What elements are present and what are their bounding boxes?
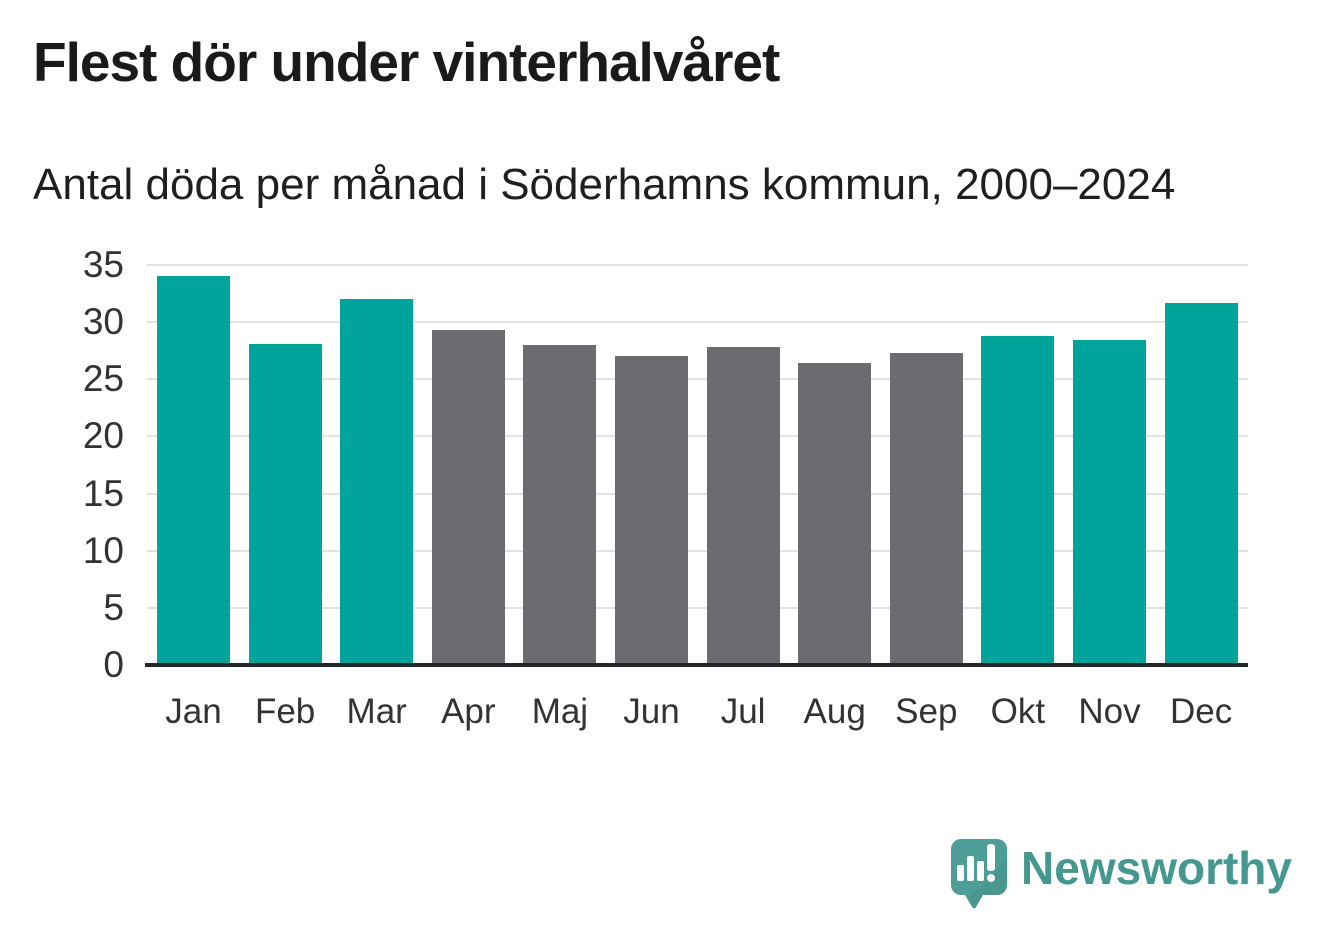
y-axis-label-25: 25 bbox=[82, 358, 124, 400]
x-axis-label-aug: Aug bbox=[803, 692, 866, 731]
x-axis-label-maj: Maj bbox=[531, 692, 589, 731]
y-axis-label-15: 15 bbox=[82, 472, 124, 514]
bar-aug bbox=[798, 363, 872, 665]
bar-apr bbox=[431, 330, 505, 665]
x-axis-label-okt: Okt bbox=[990, 692, 1046, 731]
gridline-5 bbox=[147, 606, 1248, 609]
logo-bar-small bbox=[957, 865, 965, 881]
x-axis-line bbox=[145, 663, 1248, 667]
x-axis-label-jun: Jun bbox=[623, 692, 680, 731]
x-axis-label-sep: Sep bbox=[895, 692, 958, 731]
gridline-20 bbox=[147, 435, 1248, 438]
y-axis-label-30: 30 bbox=[82, 301, 124, 343]
logo-bar-medium bbox=[977, 861, 985, 881]
gridline-15 bbox=[147, 492, 1248, 495]
gridline-25 bbox=[147, 378, 1248, 381]
brand-name: Newsworthy bbox=[1021, 842, 1292, 894]
bar-dec bbox=[1164, 302, 1238, 665]
y-axis-label-10: 10 bbox=[82, 529, 124, 571]
gridline-35 bbox=[147, 264, 1248, 266]
newsworthy-logo-icon bbox=[951, 839, 1008, 909]
x-axis-label-mar: Mar bbox=[346, 692, 407, 731]
gridline-10 bbox=[147, 549, 1248, 552]
bar-jun bbox=[615, 356, 688, 665]
bar-jan bbox=[157, 276, 230, 665]
bar-nov bbox=[1073, 340, 1146, 665]
logo-exclamation-dot bbox=[987, 874, 996, 882]
bar-sep bbox=[889, 353, 963, 665]
bar-jul bbox=[706, 347, 780, 665]
x-axis-label-jul: Jul bbox=[720, 692, 766, 731]
chart-title: Flest dör under vinterhalvåret bbox=[33, 31, 780, 93]
gridline-30 bbox=[147, 321, 1248, 324]
bar-chart: 0 5 10 15 20 25 30 35 Jan Feb Mar Apr Maj Jun Jul Aug Se… bbox=[83, 245, 1248, 731]
y-axis-label-20: 20 bbox=[82, 415, 124, 457]
x-axis-label-dec: Dec bbox=[1169, 692, 1233, 731]
x-axis-label-feb: Feb bbox=[254, 692, 316, 731]
y-axis-label-5: 5 bbox=[103, 586, 124, 628]
logo-bar-tall bbox=[967, 856, 975, 881]
x-axis-label-jan: Jan bbox=[165, 692, 222, 731]
y-axis-label-35: 35 bbox=[82, 244, 124, 285]
chart-subtitle: Antal döda per månad i Söderhamns kommun… bbox=[33, 160, 1176, 209]
logo-exclamation-bar bbox=[987, 844, 996, 871]
speech-bubble-shade bbox=[969, 859, 1008, 909]
x-axis-label-apr: Apr bbox=[441, 692, 496, 731]
bar-okt bbox=[981, 335, 1055, 665]
bar-mar bbox=[340, 299, 414, 665]
brand-footer: Newsworthy bbox=[947, 837, 1292, 917]
y-axis-label-0: 0 bbox=[103, 644, 124, 685]
bar-feb bbox=[248, 343, 322, 665]
x-axis-label-nov: Nov bbox=[1078, 692, 1141, 731]
bar-maj bbox=[523, 345, 597, 665]
